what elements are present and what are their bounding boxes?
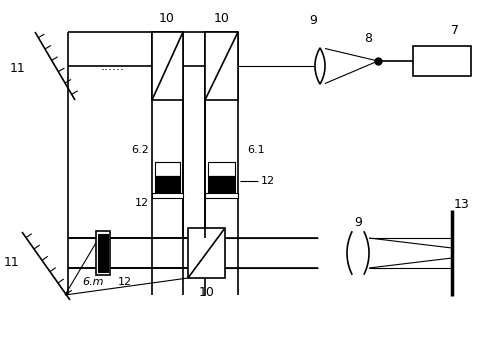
Text: 6.1: 6.1 [247,145,265,155]
Bar [188,228,225,278]
Bar [205,193,238,198]
Text: 9: 9 [354,217,362,229]
Text: 12: 12 [135,198,149,208]
Bar [98,234,108,272]
Text: 12: 12 [118,277,132,287]
Text: 6.2: 6.2 [131,145,149,155]
Bar [208,162,235,176]
Text: 11: 11 [10,62,26,74]
Text: ......: ...... [101,60,125,73]
Text: 10: 10 [159,11,175,25]
Bar [155,176,180,193]
Bar [208,176,235,193]
Bar [413,46,471,76]
Text: 10: 10 [198,286,214,300]
Bar [205,32,238,100]
Bar [152,32,183,100]
Bar [155,162,180,176]
Text: 9: 9 [309,13,317,27]
Text: 10: 10 [214,11,230,25]
Bar [96,231,110,275]
Text: 13: 13 [454,199,470,211]
Text: 12: 12 [261,176,275,186]
Text: 8: 8 [364,31,372,45]
Text: 11: 11 [4,255,20,268]
Text: 7: 7 [451,24,459,36]
Bar [152,193,183,198]
Text: 6.m: 6.m [82,277,104,287]
